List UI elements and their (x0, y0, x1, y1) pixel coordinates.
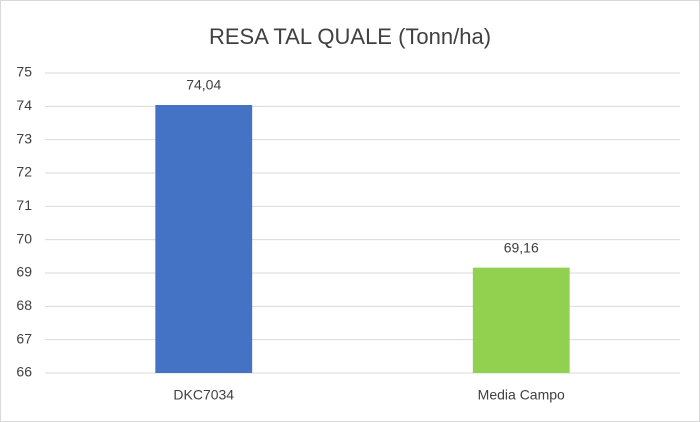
y-tick-label: 74 (16, 97, 32, 113)
y-tick-label: 66 (16, 364, 32, 380)
y-tick-label: 72 (16, 164, 32, 180)
y-tick-label: 69 (16, 264, 32, 280)
bar (155, 105, 253, 373)
data-label: 74,04 (186, 77, 221, 93)
x-tick-label: DKC7034 (173, 387, 234, 403)
y-tick-label: 68 (16, 297, 32, 313)
y-tick-label: 70 (16, 230, 32, 246)
y-tick-label: 73 (16, 130, 32, 146)
y-tick-label: 75 (16, 64, 32, 80)
y-tick-label: 67 (16, 330, 32, 346)
chart-title: RESA TAL QUALE (Tonn/ha) (209, 24, 491, 49)
y-tick-label: 71 (16, 197, 32, 213)
data-label: 69,16 (504, 239, 539, 255)
bar (472, 267, 570, 373)
x-tick-label: Media Campo (478, 387, 565, 403)
